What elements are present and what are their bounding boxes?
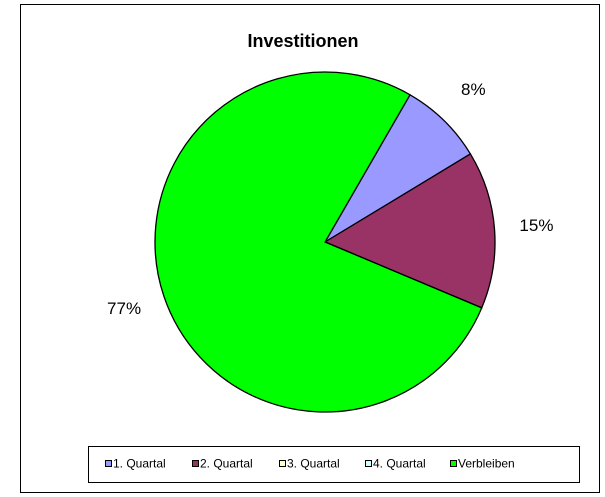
legend-text: Verbleiben [458, 457, 515, 471]
legend-swatch [192, 460, 199, 467]
chart-title: Investitionen [247, 31, 358, 51]
pie-slice [154, 71, 483, 413]
legend-box [88, 446, 580, 483]
legend-text: 3. Quartal [287, 457, 340, 471]
legend-text: 2. Quartal [200, 457, 253, 471]
legend-text: 1. Quartal [113, 457, 166, 471]
pie-slice [323, 153, 496, 309]
legend-swatch [279, 460, 286, 467]
legend-text: 4. Quartal [373, 457, 426, 471]
data-label: 77% [107, 299, 141, 318]
legend-swatch [450, 460, 457, 467]
legend-swatch [365, 460, 372, 467]
data-label: 15% [519, 216, 553, 235]
legend-swatch [105, 460, 112, 467]
data-label: 8% [461, 80, 486, 99]
